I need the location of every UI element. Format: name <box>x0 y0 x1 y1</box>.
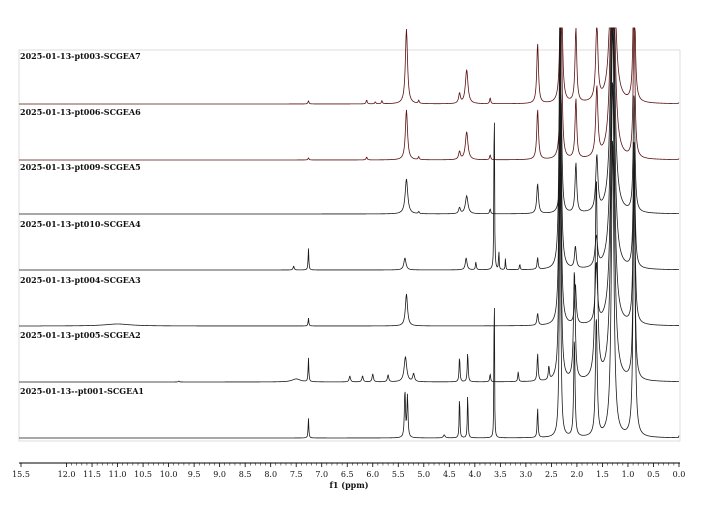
x-tick-label-3: 11.0 <box>109 470 127 479</box>
x-tick-label-20: 2.5 <box>545 470 558 479</box>
spectrum-trace-1 <box>19 27 680 105</box>
x-tick-label-9: 8.0 <box>264 470 277 479</box>
x-axis-title: f1 (ppm) <box>329 480 368 490</box>
x-tick-label-8: 8.5 <box>239 470 252 479</box>
x-tick-label-1: 12.0 <box>58 470 76 479</box>
x-tick-label-13: 6.0 <box>366 470 379 479</box>
x-tick-label-16: 4.5 <box>443 470 456 479</box>
spectrum-trace-4 <box>19 27 679 271</box>
x-tick-label-19: 3.0 <box>520 470 533 479</box>
x-tick-label-15: 5.0 <box>417 470 430 479</box>
x-tick-label-5: 10.0 <box>160 470 178 479</box>
spectrum-trace-5 <box>19 27 680 327</box>
x-tick-label-21: 2.0 <box>571 470 584 479</box>
x-tick-label-10: 7.5 <box>290 470 303 479</box>
x-tick-label-22: 1.5 <box>596 470 609 479</box>
x-tick-label-11: 7.0 <box>315 470 328 479</box>
x-tick-label-4: 10.5 <box>134 470 152 479</box>
x-tick-label-0: 15.5 <box>12 470 30 479</box>
plot-frame <box>18 49 681 442</box>
spectrum-trace-7 <box>19 137 680 439</box>
x-tick-label-17: 4.0 <box>468 470 481 479</box>
spectrum-trace-3 <box>19 27 679 215</box>
x-tick-label-7: 9.0 <box>213 470 226 479</box>
spectrum-trace-6 <box>19 80 679 383</box>
spectrum-trace-2 <box>19 27 680 161</box>
spectrum-label-5: 2025-01-13-pt004-SCGEA3 <box>20 275 141 285</box>
spectrum-label-6: 2025-01-13-pt005-SCGEA2 <box>20 330 141 340</box>
spectrum-label-3: 2025-01-13-pt009-SCGEA5 <box>20 162 141 172</box>
spectra-group <box>19 27 680 439</box>
spectrum-label-7: 2025-01-13--pt001-SCGEA1 <box>20 386 144 396</box>
x-tick-label-18: 3.5 <box>494 470 507 479</box>
spectrum-label-2: 2025-01-13-pt006-SCGEA6 <box>20 107 141 117</box>
spectrum-label-4: 2025-01-13-pt010-SCGEA4 <box>20 219 141 229</box>
x-tick-label-25: 0.0 <box>673 470 686 479</box>
spectrum-label-1: 2025-01-13-pt003-SCGEA7 <box>20 51 141 61</box>
x-tick-label-23: 1.0 <box>622 470 635 479</box>
x-tick-label-24: 0.5 <box>647 470 660 479</box>
x-tick-label-6: 9.5 <box>188 470 201 479</box>
x-axis: 15.5 12.0 11.5 11.0 10.5 10.0 9.5 9.0 8.5 8.0 7.5 7… <box>12 462 686 479</box>
x-tick-label-2: 11.5 <box>83 470 101 479</box>
x-tick-label-12: 6.5 <box>341 470 354 479</box>
spectrum-labels: 2025-01-13-pt003-SCGEA7 2025-01-13-pt006-… <box>20 51 144 396</box>
x-tick-label-14: 5.5 <box>392 470 405 479</box>
